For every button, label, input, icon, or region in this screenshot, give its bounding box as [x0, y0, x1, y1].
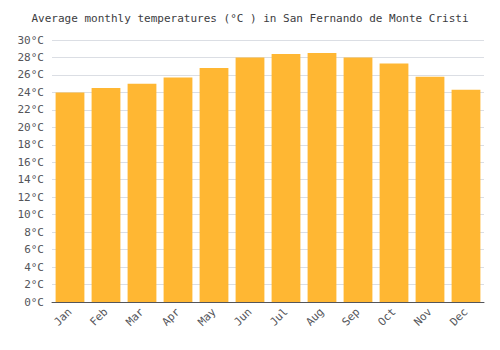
svg-text:Feb: Feb	[87, 305, 110, 328]
svg-text:20°C: 20°C	[18, 121, 45, 134]
svg-text:May: May	[195, 305, 218, 328]
svg-text:6°C: 6°C	[24, 243, 44, 256]
svg-text:Sep: Sep	[339, 305, 362, 328]
svg-text:0°C: 0°C	[24, 296, 44, 309]
svg-text:Apr: Apr	[159, 305, 182, 328]
svg-text:24°C: 24°C	[18, 86, 45, 99]
svg-text:4°C: 4°C	[24, 261, 44, 274]
svg-text:Oct: Oct	[375, 305, 398, 328]
svg-text:Mar: Mar	[123, 305, 146, 328]
svg-text:Dec: Dec	[447, 305, 470, 328]
svg-text:12°C: 12°C	[18, 191, 45, 204]
svg-text:22°C: 22°C	[18, 103, 45, 116]
svg-text:Average monthly temperatures (: Average monthly temperatures (°C ) in Sa…	[31, 12, 468, 25]
svg-text:26°C: 26°C	[18, 68, 45, 81]
svg-text:18°C: 18°C	[18, 138, 45, 151]
svg-text:16°C: 16°C	[18, 156, 45, 169]
svg-text:30°C: 30°C	[18, 34, 45, 47]
svg-text:Nov: Nov	[411, 305, 434, 328]
svg-text:14°C: 14°C	[18, 173, 45, 186]
svg-text:Aug: Aug	[303, 305, 326, 328]
svg-text:Jul: Jul	[267, 305, 290, 328]
svg-text:10°C: 10°C	[18, 208, 45, 221]
svg-text:Jan: Jan	[51, 305, 74, 328]
svg-text:8°C: 8°C	[24, 226, 44, 239]
svg-text:Jun: Jun	[231, 305, 254, 328]
svg-text:2°C: 2°C	[24, 278, 44, 291]
svg-text:28°C: 28°C	[18, 51, 45, 64]
